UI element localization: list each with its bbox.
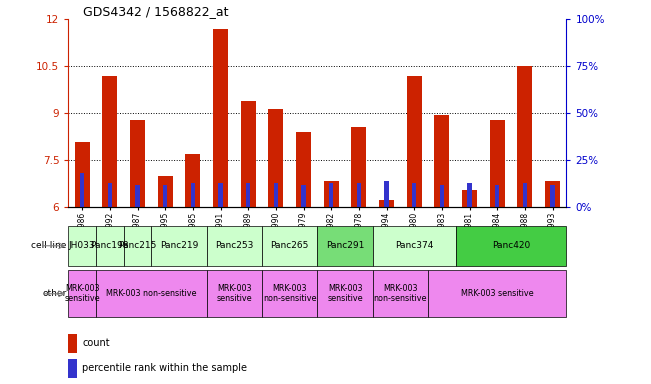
Text: other: other [42, 289, 66, 298]
Bar [372, 270, 428, 317]
Bar [262, 226, 317, 266]
Bar [107, 183, 112, 207]
Bar [324, 181, 339, 207]
Text: MRK-003
non-sensitive: MRK-003 non-sensitive [374, 284, 427, 303]
Bar [317, 226, 372, 266]
Text: Panc198: Panc198 [90, 241, 129, 250]
Bar [407, 76, 422, 207]
Bar [213, 29, 228, 207]
Bar [135, 185, 140, 207]
Text: Panc265: Panc265 [271, 241, 309, 250]
Bar [545, 181, 560, 207]
Text: MRK-003
sensitive: MRK-003 sensitive [327, 284, 363, 303]
Bar [467, 183, 472, 207]
Bar [246, 183, 251, 207]
Bar [329, 183, 333, 207]
Text: MRK-003
non-sensitive: MRK-003 non-sensitive [263, 284, 316, 303]
Bar [262, 270, 317, 317]
Bar [102, 76, 117, 207]
Bar [75, 142, 90, 207]
Text: Panc253: Panc253 [215, 241, 253, 250]
Text: Panc291: Panc291 [326, 241, 364, 250]
Bar [357, 183, 361, 207]
Bar [96, 270, 207, 317]
Bar [301, 185, 306, 207]
Bar [384, 181, 389, 207]
Bar [428, 270, 566, 317]
Text: JH033: JH033 [69, 241, 96, 250]
Bar [218, 183, 223, 207]
Bar [296, 132, 311, 207]
Text: MRK-003
sensitive: MRK-003 sensitive [217, 284, 252, 303]
Bar [317, 270, 372, 317]
Bar [273, 183, 278, 207]
Bar [151, 226, 207, 266]
Bar [550, 185, 555, 207]
Bar [462, 190, 477, 207]
Bar [207, 226, 262, 266]
Text: MRK-003 non-sensitive: MRK-003 non-sensitive [106, 289, 197, 298]
Text: Panc374: Panc374 [395, 241, 434, 250]
Bar [372, 226, 456, 266]
Bar [68, 359, 77, 378]
Text: Panc420: Panc420 [492, 241, 530, 250]
Bar [518, 66, 533, 207]
Bar [268, 109, 283, 207]
Text: cell line: cell line [31, 241, 66, 250]
Bar [158, 176, 173, 207]
Bar [80, 174, 85, 207]
Bar [456, 226, 566, 266]
Bar [163, 185, 167, 207]
Bar [241, 101, 256, 207]
Text: MRK-003 sensitive: MRK-003 sensitive [461, 289, 534, 298]
Bar [495, 185, 499, 207]
Text: Panc219: Panc219 [160, 241, 198, 250]
Bar [352, 127, 367, 207]
Bar [124, 226, 151, 266]
Bar [68, 226, 96, 266]
Bar [191, 183, 195, 207]
Text: Panc215: Panc215 [118, 241, 157, 250]
Bar [434, 115, 449, 207]
Bar [412, 183, 417, 207]
Text: GDS4342 / 1568822_at: GDS4342 / 1568822_at [83, 5, 229, 18]
Bar [68, 334, 77, 353]
Text: percentile rank within the sample: percentile rank within the sample [82, 363, 247, 373]
Bar [439, 185, 444, 207]
Bar [96, 226, 124, 266]
Bar [523, 183, 527, 207]
Bar [490, 119, 505, 207]
Text: MRK-003
sensitive: MRK-003 sensitive [64, 284, 100, 303]
Bar [68, 270, 96, 317]
Text: count: count [82, 338, 110, 348]
Bar [207, 270, 262, 317]
Bar [379, 200, 394, 207]
Bar [186, 154, 201, 207]
Bar [130, 119, 145, 207]
